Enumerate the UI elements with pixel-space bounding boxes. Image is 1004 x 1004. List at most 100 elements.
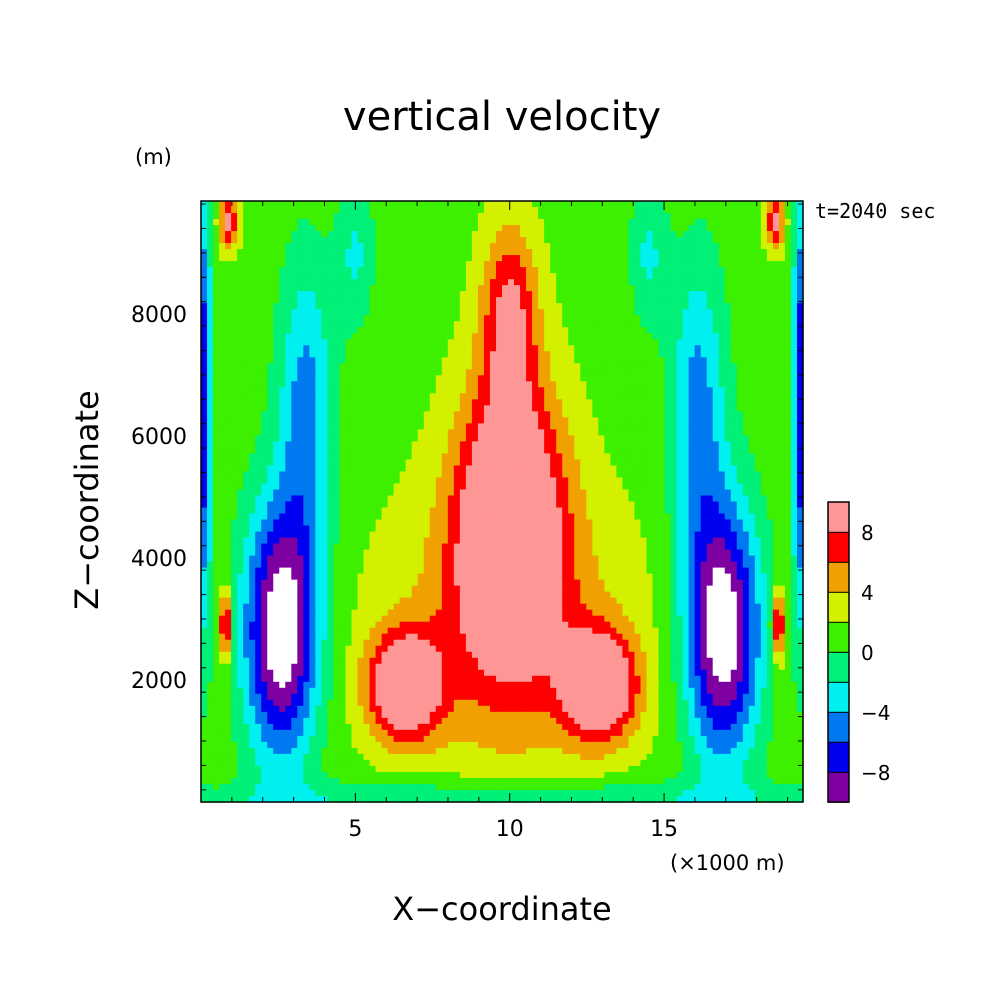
contour-cell (598, 315, 605, 322)
contour-cell (676, 441, 684, 449)
contour-cell (207, 375, 214, 382)
contour-cell (748, 237, 756, 244)
contour-cell (592, 429, 599, 436)
contour-cell (357, 495, 365, 503)
contour-cell (495, 273, 503, 280)
contour-cell (201, 387, 208, 394)
contour-cell (742, 471, 750, 479)
contour-cell (261, 375, 268, 382)
contour-cell (447, 441, 455, 449)
contour-cell (387, 405, 395, 412)
contour-cell (237, 267, 244, 274)
contour-cell (249, 381, 256, 388)
contour-cell (538, 279, 545, 286)
contour-cell (291, 357, 298, 364)
contour-cell (550, 297, 557, 304)
contour-cell (694, 363, 702, 370)
contour-cell (447, 339, 455, 346)
contour-cell (682, 357, 690, 364)
contour-cell (694, 207, 702, 214)
contour-cell (273, 453, 280, 461)
contour-cell (387, 237, 395, 244)
contour-cell (532, 381, 539, 388)
contour-cell (562, 387, 569, 394)
contour-cell (447, 423, 455, 430)
contour-cell (610, 213, 617, 220)
contour-cell (417, 321, 425, 328)
contour-cell (423, 279, 431, 286)
contour-cell (640, 249, 648, 256)
contour-cell (483, 213, 491, 220)
contour-cell (243, 465, 250, 473)
contour-cell (538, 447, 545, 455)
contour-cell (730, 447, 738, 455)
contour-cell (225, 363, 232, 370)
contour-cell (628, 429, 636, 436)
contour-cell (471, 237, 479, 244)
contour-cell (544, 207, 551, 214)
contour-cell (520, 327, 527, 334)
contour-cell (676, 297, 684, 304)
contour-cell (219, 447, 226, 455)
contour-cell (441, 327, 449, 334)
contour-cell (544, 423, 551, 430)
contour-cell (231, 387, 238, 394)
contour-cell (339, 315, 347, 322)
contour-cell (676, 327, 684, 334)
contour-cell (267, 417, 274, 424)
contour-cell (664, 315, 672, 322)
contour-cell (225, 465, 232, 473)
contour-cell (369, 327, 377, 334)
contour-cell (297, 273, 304, 280)
contour-cell (459, 405, 467, 412)
contour-cell (622, 279, 630, 286)
contour-cell (435, 447, 443, 455)
contour-cell (658, 309, 666, 316)
contour-cell (766, 267, 774, 274)
contour-cell (748, 423, 756, 430)
contour-cell (471, 201, 479, 208)
contour-cell (405, 339, 413, 346)
contour-cell (291, 399, 298, 406)
contour-cell (772, 213, 780, 220)
contour-cell (796, 237, 804, 244)
contour-cell (231, 363, 238, 370)
contour-cell (712, 345, 720, 352)
contour-cell (712, 417, 720, 424)
contour-cell (465, 477, 473, 485)
contour-cell (604, 429, 611, 436)
contour-cell (369, 261, 377, 268)
contour-cell (363, 207, 371, 214)
contour-cell (267, 231, 274, 238)
contour-cell (628, 267, 636, 274)
contour-cell (574, 333, 581, 340)
contour-cell (736, 333, 744, 340)
contour-cell (700, 387, 708, 394)
contour-cell (381, 447, 389, 455)
contour-cell (724, 357, 732, 364)
contour-cell (441, 447, 449, 455)
contour-cell (483, 297, 491, 304)
contour-cell (574, 291, 581, 298)
contour-cell (598, 357, 605, 364)
contour-cell (790, 267, 798, 274)
contour-cell (201, 279, 208, 286)
contour-cell (279, 375, 286, 382)
contour-cell (393, 417, 401, 424)
contour-cell (778, 213, 786, 220)
contour-cell (592, 441, 599, 449)
contour-cell (550, 459, 557, 467)
contour-cell (646, 321, 654, 328)
contour-cell (778, 489, 786, 497)
contour-cell (363, 435, 371, 442)
contour-cell (495, 327, 503, 334)
contour-cell (201, 429, 208, 436)
contour-cell (333, 393, 341, 400)
contour-cell (706, 435, 714, 442)
contour-cell (784, 399, 792, 406)
contour-cell (766, 333, 774, 340)
contour-cell (568, 399, 575, 406)
contour-cell (231, 225, 238, 232)
contour-cell (327, 303, 335, 310)
contour-cell (562, 417, 569, 424)
